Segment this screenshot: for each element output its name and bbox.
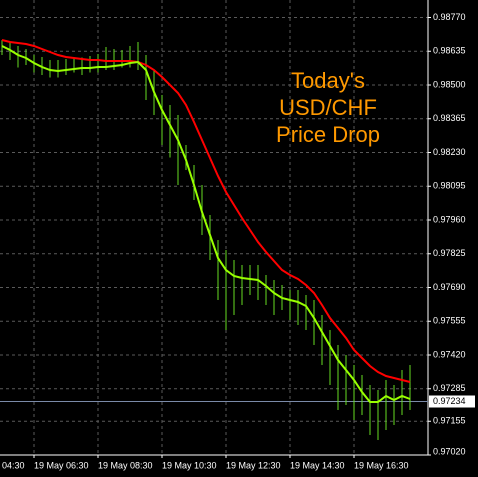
y-tick-label: 0.97960 [433, 214, 466, 224]
x-tick-label: 19 May 04:30 [0, 460, 25, 470]
ma-line [1, 45, 411, 403]
y-tick-label: 0.98095 [433, 181, 466, 191]
x-tick-label: 19 May 12:30 [226, 460, 281, 470]
annotation: USD/CHF [279, 95, 377, 120]
x-tick-label: 19 May 08:30 [98, 460, 153, 470]
y-tick-label: 0.98500 [433, 79, 466, 89]
x-tick-label: 19 May 06:30 [34, 460, 89, 470]
y-tick-label: 0.97155 [433, 416, 466, 426]
price-label: 0.97234 [433, 396, 466, 406]
y-tick-label: 0.97555 [433, 316, 466, 326]
y-tick-label: 0.98365 [433, 113, 466, 123]
y-tick-label: 0.98770 [433, 12, 466, 22]
y-tick-label: 0.97690 [433, 282, 466, 292]
annotation: Price Drop [276, 122, 380, 147]
annotation: Today's [291, 68, 365, 93]
y-tick-label: 0.97285 [433, 383, 466, 393]
x-tick-label: 19 May 14:30 [290, 460, 345, 470]
x-tick-label: 19 May 10:30 [162, 460, 217, 470]
x-tick-label: 19 May 16:30 [354, 460, 409, 470]
price-box [429, 395, 475, 408]
y-tick-label: 0.97020 [433, 446, 466, 456]
ma-line [1, 39, 411, 383]
y-tick-label: 0.98635 [433, 46, 466, 56]
y-tick-label: 0.98230 [433, 147, 466, 157]
y-tick-label: 0.97420 [433, 349, 466, 359]
y-tick-label: 0.97825 [433, 248, 466, 258]
